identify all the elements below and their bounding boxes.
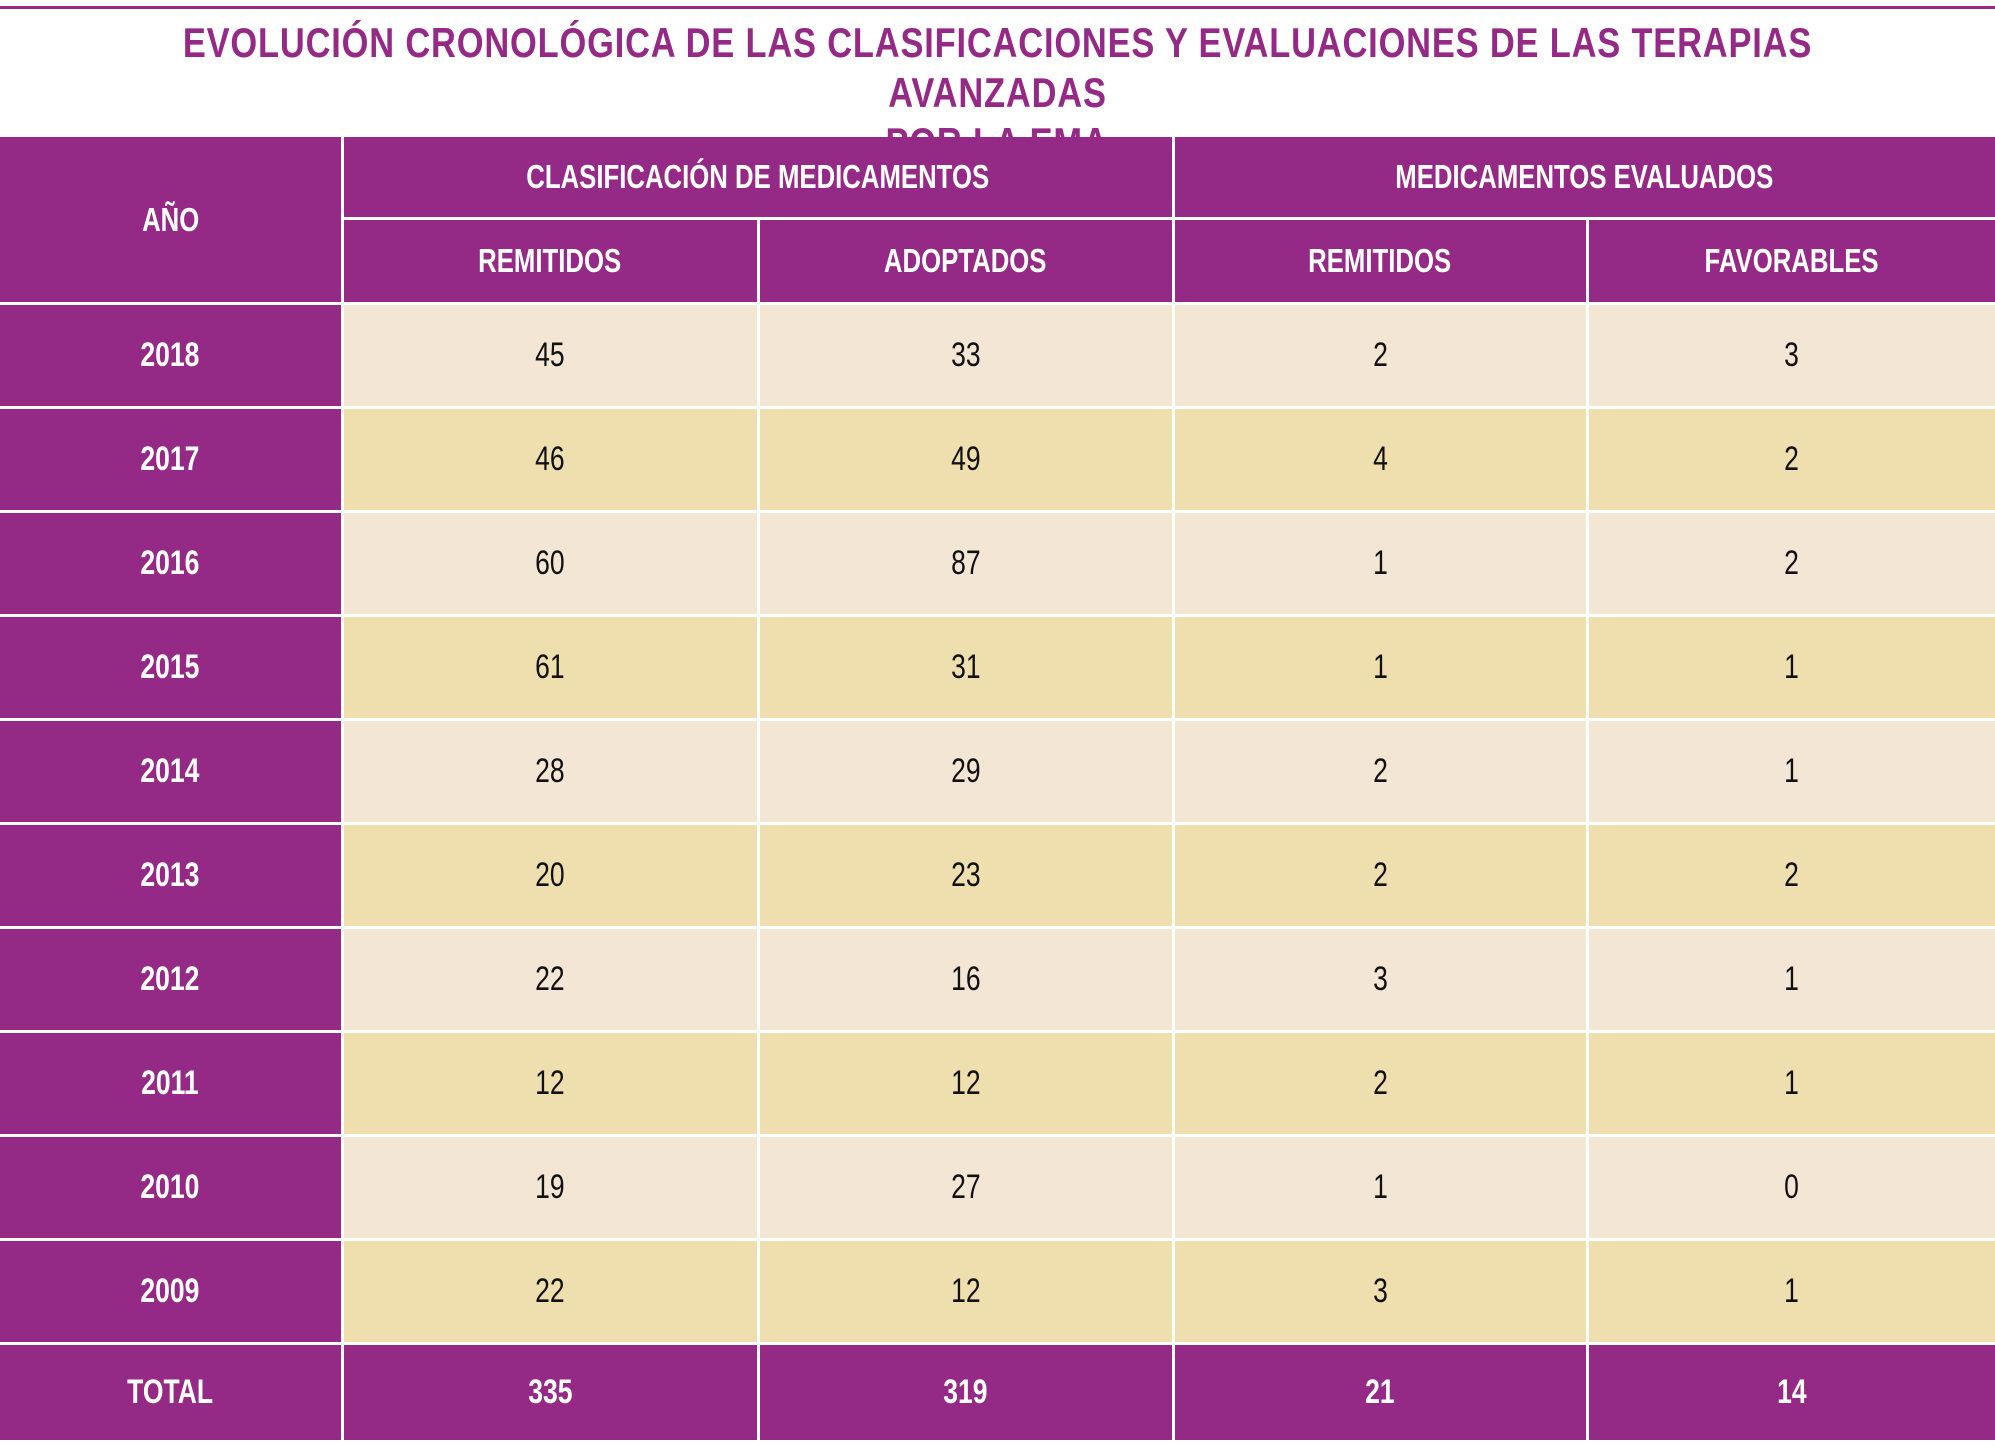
year-cell: 2009 bbox=[0, 1238, 344, 1345]
value-cell: 16 bbox=[756, 926, 1175, 1033]
value-cell: 12 bbox=[756, 1238, 1175, 1345]
table-row: 2016 60 87 1 2 bbox=[0, 510, 1995, 617]
value-cell: 45 bbox=[340, 302, 760, 409]
year-cell: 2012 bbox=[0, 926, 344, 1033]
value-cell: 1 bbox=[1585, 718, 1995, 825]
year-cell: 2017 bbox=[0, 406, 344, 513]
table-row: 2018 45 33 2 3 bbox=[0, 302, 1995, 409]
value-cell: 27 bbox=[756, 1134, 1175, 1241]
value-cell: 46 bbox=[340, 406, 760, 513]
header-col-favorables: FAVORABLES bbox=[1585, 217, 1995, 305]
value-cell: 1 bbox=[1171, 614, 1589, 721]
header-col-remitidos-eval: REMITIDOS bbox=[1171, 217, 1589, 305]
value-cell: 1 bbox=[1171, 510, 1589, 617]
year-cell: 2013 bbox=[0, 822, 344, 929]
table-row: 2015 61 31 1 1 bbox=[0, 614, 1995, 721]
total-label: TOTAL bbox=[0, 1342, 344, 1443]
total-value-cell: 21 bbox=[1171, 1342, 1589, 1443]
header-group-evaluados: MEDICAMENTOS EVALUADOS bbox=[1171, 137, 1995, 220]
year-cell: 2015 bbox=[0, 614, 344, 721]
value-cell: 1 bbox=[1585, 614, 1995, 721]
total-value-cell: 14 bbox=[1585, 1342, 1995, 1443]
header-year: AÑO bbox=[0, 137, 344, 305]
value-cell: 2 bbox=[1585, 406, 1995, 513]
header-group-clasificacion: CLASIFICACIÓN DE MEDICAMENTOS bbox=[340, 137, 1175, 220]
value-cell: 3 bbox=[1171, 1238, 1589, 1345]
value-cell: 20 bbox=[340, 822, 760, 929]
data-table: AÑO CLASIFICACIÓN DE MEDICAMENTOS MEDICA… bbox=[0, 137, 1995, 1443]
year-cell: 2018 bbox=[0, 302, 344, 409]
value-cell: 2 bbox=[1585, 822, 1995, 929]
value-cell: 2 bbox=[1171, 1030, 1589, 1137]
value-cell: 28 bbox=[340, 718, 760, 825]
title-line-1: EVOLUCIÓN CRONOLÓGICA DE LAS CLASIFICACI… bbox=[182, 19, 1813, 116]
year-cell: 2016 bbox=[0, 510, 344, 617]
value-cell: 23 bbox=[756, 822, 1175, 929]
value-cell: 2 bbox=[1171, 302, 1589, 409]
table-row: 2012 22 16 3 1 bbox=[0, 926, 1995, 1033]
value-cell: 87 bbox=[756, 510, 1175, 617]
header-col-adoptados: ADOPTADOS bbox=[756, 217, 1175, 305]
value-cell: 1 bbox=[1585, 1030, 1995, 1137]
value-cell: 1 bbox=[1171, 1134, 1589, 1241]
value-cell: 12 bbox=[340, 1030, 760, 1137]
value-cell: 29 bbox=[756, 718, 1175, 825]
table-title: EVOLUCIÓN CRONOLÓGICA DE LAS CLASIFICACI… bbox=[0, 18, 1995, 168]
value-cell: 0 bbox=[1585, 1134, 1995, 1241]
value-cell: 1 bbox=[1585, 926, 1995, 1033]
value-cell: 3 bbox=[1171, 926, 1589, 1033]
total-value-cell: 319 bbox=[756, 1342, 1175, 1443]
value-cell: 12 bbox=[756, 1030, 1175, 1137]
year-cell: 2011 bbox=[0, 1030, 344, 1137]
table-row: 2013 20 23 2 2 bbox=[0, 822, 1995, 929]
total-row: TOTAL 335 319 21 14 bbox=[0, 1342, 1995, 1443]
value-cell: 33 bbox=[756, 302, 1175, 409]
table-row: 2009 22 12 3 1 bbox=[0, 1238, 1995, 1345]
top-rule bbox=[0, 6, 1995, 9]
table-row: 2014 28 29 2 1 bbox=[0, 718, 1995, 825]
value-cell: 4 bbox=[1171, 406, 1589, 513]
header-col-remitidos-clasif: REMITIDOS bbox=[342, 217, 760, 305]
value-cell: 60 bbox=[340, 510, 760, 617]
value-cell: 31 bbox=[756, 614, 1175, 721]
value-cell: 19 bbox=[340, 1134, 760, 1241]
value-cell: 2 bbox=[1171, 718, 1589, 825]
value-cell: 2 bbox=[1585, 510, 1995, 617]
value-cell: 3 bbox=[1585, 302, 1995, 409]
value-cell: 61 bbox=[340, 614, 760, 721]
value-cell: 22 bbox=[340, 1238, 760, 1345]
year-cell: 2014 bbox=[0, 718, 344, 825]
table-row: 2017 46 49 4 2 bbox=[0, 406, 1995, 513]
table-row: 2011 12 12 2 1 bbox=[0, 1030, 1995, 1137]
table-row: 2010 19 27 1 0 bbox=[0, 1134, 1995, 1241]
value-cell: 22 bbox=[340, 926, 760, 1033]
year-cell: 2010 bbox=[0, 1134, 344, 1241]
value-cell: 1 bbox=[1585, 1238, 1995, 1345]
total-value-cell: 335 bbox=[340, 1342, 760, 1443]
value-cell: 49 bbox=[756, 406, 1175, 513]
value-cell: 2 bbox=[1171, 822, 1589, 929]
